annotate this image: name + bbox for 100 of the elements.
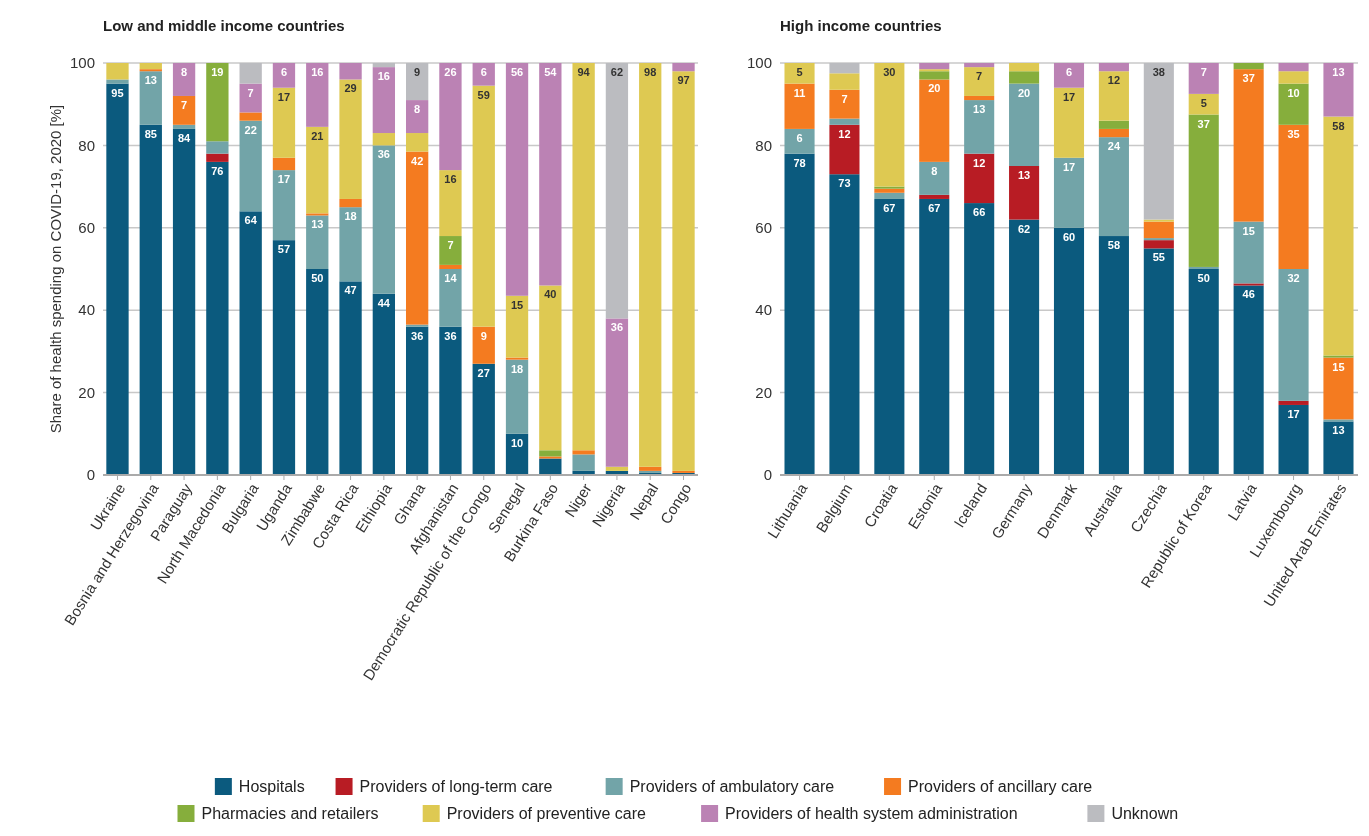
bar: [1053, 63, 1085, 88]
data-label: 13: [1332, 424, 1345, 437]
bar: [1009, 83, 1040, 166]
data-label: 6: [280, 66, 288, 78]
data-label: 36: [411, 329, 424, 342]
bar: [239, 112, 262, 121]
bar: [1053, 87, 1085, 158]
data-label: 35: [1287, 127, 1300, 140]
bar: [1233, 69, 1264, 222]
data-label: 59: [477, 88, 490, 101]
bar: [572, 450, 595, 455]
y-axis-title: Share of health spending on COVID-19, 2020 [%]: [47, 104, 64, 434]
bar: [139, 63, 162, 70]
bar: [605, 466, 629, 471]
bar: [472, 85, 495, 327]
data-label: 13: [311, 218, 324, 231]
y-tick-label: 0: [86, 466, 95, 484]
bar: [1143, 63, 1174, 220]
legend-label: Providers of preventive care: [446, 804, 646, 822]
data-label: 57: [277, 243, 291, 256]
data-label: 7: [976, 70, 983, 83]
data-label: 73: [838, 177, 851, 190]
bar: [372, 63, 396, 68]
bar: [964, 203, 995, 475]
bar: [1098, 137, 1129, 237]
data-label: 98: [644, 66, 657, 78]
legend-label: Providers of ancillary care: [908, 777, 1093, 795]
bar: [964, 67, 995, 96]
bar: [919, 63, 950, 70]
legend-label: Providers of health system administration: [725, 804, 1018, 822]
data-label: 5: [1200, 96, 1207, 109]
bar: [919, 161, 950, 195]
bar: [1233, 283, 1264, 286]
bar: [964, 95, 995, 101]
chart-title: Low and middle income countries: [103, 17, 345, 34]
bar: [439, 269, 462, 327]
bar: [239, 120, 262, 212]
bar: [505, 295, 529, 358]
bar: [439, 264, 462, 269]
bar: [1323, 421, 1354, 475]
bar: [1098, 120, 1129, 129]
bar: [1188, 266, 1219, 269]
bar: [272, 87, 296, 158]
data-label: 18: [510, 362, 524, 375]
bar: [539, 456, 562, 459]
bar: [272, 157, 296, 171]
bar: [919, 198, 950, 475]
data-label: 12: [1107, 74, 1121, 87]
data-label: 10: [510, 436, 524, 449]
data-label: 9: [480, 329, 487, 342]
data-label: 16: [377, 70, 390, 83]
bar: [372, 145, 396, 294]
data-label: 50: [311, 272, 324, 284]
data-label: 46: [1242, 288, 1255, 301]
bar: [139, 69, 162, 72]
bar: [239, 83, 262, 113]
bar: [672, 71, 695, 471]
bar: [505, 63, 529, 296]
bar: [829, 174, 860, 475]
data-label: 18: [344, 210, 357, 223]
bar: [339, 198, 362, 208]
y-tick-label: 40: [78, 301, 95, 319]
data-label: 20: [928, 82, 941, 95]
data-label: 24: [1107, 140, 1121, 153]
data-label: 36: [377, 148, 390, 161]
bar: [272, 170, 296, 241]
bar: [572, 454, 595, 471]
bar: [172, 63, 196, 96]
bar: [439, 326, 462, 475]
bar: [239, 211, 262, 475]
y-tick-label: 0: [763, 466, 772, 484]
bar: [1278, 269, 1309, 401]
data-label: 37: [1242, 72, 1255, 85]
bar: [306, 269, 329, 475]
bar: [539, 450, 562, 457]
data-label: 10: [1287, 86, 1300, 99]
data-label: 76: [211, 164, 224, 177]
bar: [272, 240, 296, 475]
data-label: 67: [928, 201, 941, 214]
data-label: 6: [1065, 66, 1073, 78]
bar: [964, 100, 995, 154]
bar: [339, 281, 362, 475]
bar: [172, 128, 196, 475]
bar: [1098, 71, 1129, 121]
bar: [139, 71, 162, 125]
data-label: 6: [480, 66, 487, 78]
data-label: 58: [1332, 119, 1345, 132]
data-label: 17: [277, 90, 291, 103]
legend-label: Providers of long-term care: [359, 777, 553, 795]
data-label: 15: [1242, 224, 1255, 237]
bar: [874, 192, 905, 199]
bar: [172, 95, 196, 125]
bar: [405, 151, 429, 325]
data-label: 13: [973, 103, 986, 116]
bar: [405, 63, 429, 101]
bar: [472, 63, 495, 86]
bar: [139, 124, 162, 475]
data-label: 95: [111, 86, 124, 99]
data-label: 11: [793, 86, 806, 99]
data-label: 67: [883, 201, 896, 214]
